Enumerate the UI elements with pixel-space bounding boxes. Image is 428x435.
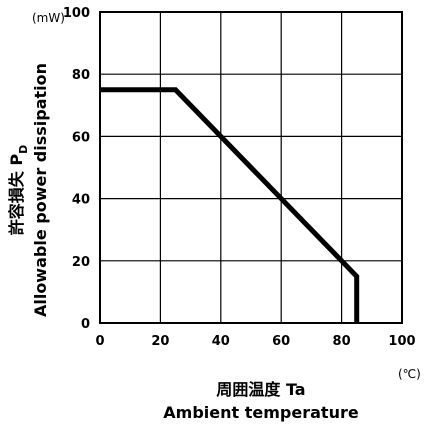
plot-frame (99, 11, 403, 324)
x-unit-label: (℃) (398, 367, 421, 381)
y-axis-label-jp: 許容損失 PD (7, 145, 30, 235)
y-axis-label-en: Allowable power dissipation (31, 63, 50, 317)
x-axis-label-jp: 周囲温度 Ta (216, 380, 305, 399)
y-tick-label: 0 (81, 317, 90, 332)
y-tick-labels: 0 20 40 60 80 100 (63, 6, 90, 332)
y-tick-label: 100 (63, 6, 90, 21)
grid (100, 12, 402, 323)
x-tick-label: 40 (212, 334, 230, 349)
x-tick-label: 100 (388, 334, 415, 349)
y-tick-label: 60 (72, 130, 90, 145)
x-tick-label: 0 (95, 334, 104, 349)
x-tick-labels: 0 20 40 60 80 100 (95, 334, 415, 349)
y-unit-label: (mW) (32, 11, 65, 25)
y-tick-label: 20 (72, 255, 90, 270)
x-axis-label-en: Ambient temperature (163, 403, 359, 422)
y-tick-label: 40 (72, 193, 90, 208)
y-axis-label-subscript: D (17, 145, 30, 154)
x-tick-label: 20 (151, 334, 169, 349)
x-tick-label: 80 (333, 334, 351, 349)
series-line (100, 87, 360, 323)
x-tick-label: 60 (272, 334, 290, 349)
y-tick-label: 80 (72, 68, 90, 83)
